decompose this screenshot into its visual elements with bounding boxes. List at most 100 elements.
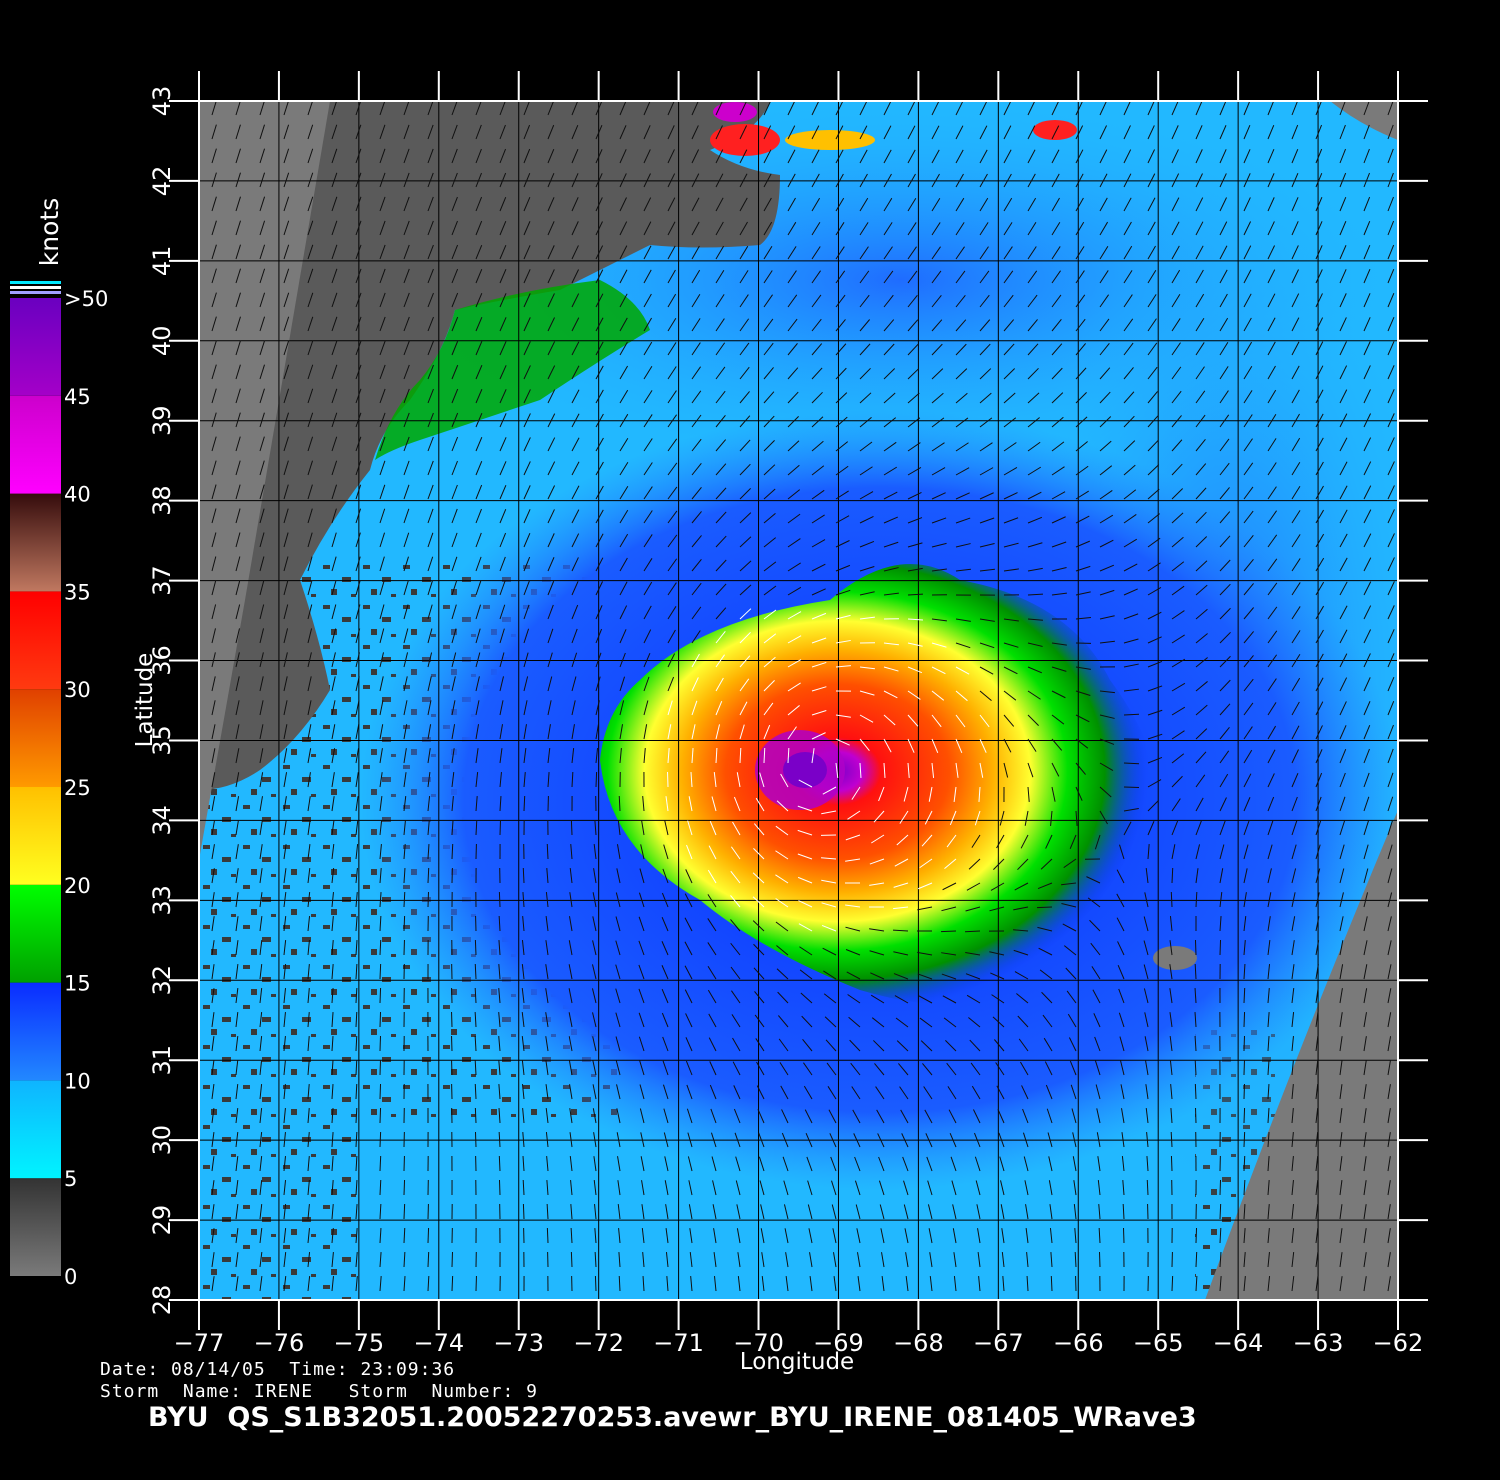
wind-barb: [427, 316, 434, 332]
wind-barb: [523, 197, 531, 212]
wind-barb: [618, 1275, 621, 1292]
wind-barb: [1267, 868, 1272, 884]
wind-barb: [283, 724, 288, 740]
wind-barb: [917, 951, 933, 956]
wind-barb: [499, 365, 507, 380]
legend-unit-label: knots: [35, 198, 64, 266]
wind-barb: [259, 364, 265, 380]
wind-barb: [355, 1059, 358, 1076]
legend-tick-label: 40: [64, 483, 91, 507]
wind-barb: [859, 125, 868, 140]
wind-barb: [709, 1061, 717, 1076]
wind-barb: [1147, 464, 1160, 476]
wind-barb: [1243, 1107, 1246, 1124]
wind-barb: [1072, 1156, 1077, 1172]
wind-barb: [1291, 510, 1301, 524]
wind-barb: [1121, 1132, 1125, 1148]
wind-barb: [1267, 1107, 1270, 1124]
wind-barb: [595, 557, 604, 572]
wind-barb: [1003, 125, 1012, 140]
wind-barb: [403, 676, 408, 692]
wind-barb: [787, 586, 802, 596]
wind-barb: [451, 724, 456, 740]
wind-barb: [1243, 868, 1248, 884]
wind-barb: [974, 1132, 981, 1148]
wind-barb: [307, 1108, 310, 1124]
wind-barb: [686, 1084, 693, 1100]
wind-barb: [592, 1012, 597, 1028]
wind-barb: [211, 1156, 215, 1172]
wind-barb: [801, 1015, 813, 1028]
wind-barb: [1387, 605, 1395, 620]
wind-barb: [1195, 101, 1203, 116]
wind-barb: [1315, 725, 1323, 740]
wind-barb: [1219, 438, 1230, 452]
wind-barb: [1291, 124, 1299, 140]
lat-tick-label: 42: [148, 166, 176, 197]
wind-barb: [949, 1133, 957, 1148]
wind-barb: [1291, 606, 1301, 620]
wind-barb: [643, 676, 650, 692]
wind-barb: [546, 843, 549, 860]
wind-barb: [1043, 1037, 1053, 1052]
wind-barb: [523, 580, 530, 596]
wind-barb: [235, 652, 240, 668]
wind-barb: [1027, 246, 1037, 260]
wind-barb: [1219, 197, 1227, 212]
wind-barb: [379, 268, 386, 284]
wind-barb: [1027, 270, 1038, 284]
date-value: 08/14/05: [171, 1359, 266, 1380]
wind-barb: [883, 642, 899, 646]
wind-barb: [379, 1083, 382, 1100]
wind-barb: [569, 1084, 573, 1100]
wind-barb: [619, 748, 622, 764]
wind-barb: [924, 1109, 933, 1124]
wind-barb: [547, 341, 556, 356]
wind-barb: [715, 677, 724, 692]
wind-barb: [571, 365, 580, 380]
wind-barb: [259, 628, 265, 644]
wind-barb: [642, 1275, 645, 1292]
wind-barb: [1267, 534, 1278, 548]
wind-barb: [307, 916, 311, 932]
footer-storm-info: Storm Name: IRENE Storm Number: 9: [100, 1381, 538, 1402]
wind-barb: [955, 246, 965, 260]
wind-barb: [379, 316, 386, 332]
wind-barb: [591, 964, 597, 980]
wind-barb: [615, 988, 621, 1004]
wind-barb: [1171, 634, 1185, 644]
wind-barb: [1171, 682, 1186, 692]
wind-barb: [499, 196, 507, 212]
wind-barb: [523, 365, 531, 380]
wind-barb: [259, 556, 265, 572]
wind-barb: [1363, 772, 1370, 788]
wind-barb: [879, 1204, 885, 1220]
wind-barb: [1291, 773, 1299, 788]
wind-barb: [1099, 270, 1109, 284]
wind-barb: [283, 844, 287, 860]
wind-barb: [1123, 149, 1132, 164]
wind-barb: [1195, 774, 1206, 788]
wind-barb: [475, 341, 483, 356]
wind-barb: [571, 509, 580, 524]
wind-barb: [1243, 963, 1246, 980]
wind-barb: [307, 508, 313, 524]
wind-barb: [331, 388, 338, 404]
wind-barb: [427, 244, 434, 260]
wind-barb: [1291, 245, 1299, 260]
wind-barb: [355, 532, 361, 548]
wind-barb: [355, 172, 362, 188]
wind-barb: [427, 748, 431, 764]
wind-barb: [953, 786, 957, 802]
wind-barb: [355, 580, 361, 596]
wind-barb: [1195, 487, 1207, 500]
wind-barb: [379, 460, 386, 476]
wind-barb: [211, 1276, 215, 1292]
wind-barb: [1143, 916, 1149, 932]
wind-barb: [1267, 293, 1276, 308]
wind-barb: [211, 1012, 215, 1028]
wind-barb: [752, 896, 765, 908]
wind-barb: [259, 220, 266, 236]
wind-barb: [995, 1062, 1005, 1076]
wind-barb: [331, 532, 337, 548]
